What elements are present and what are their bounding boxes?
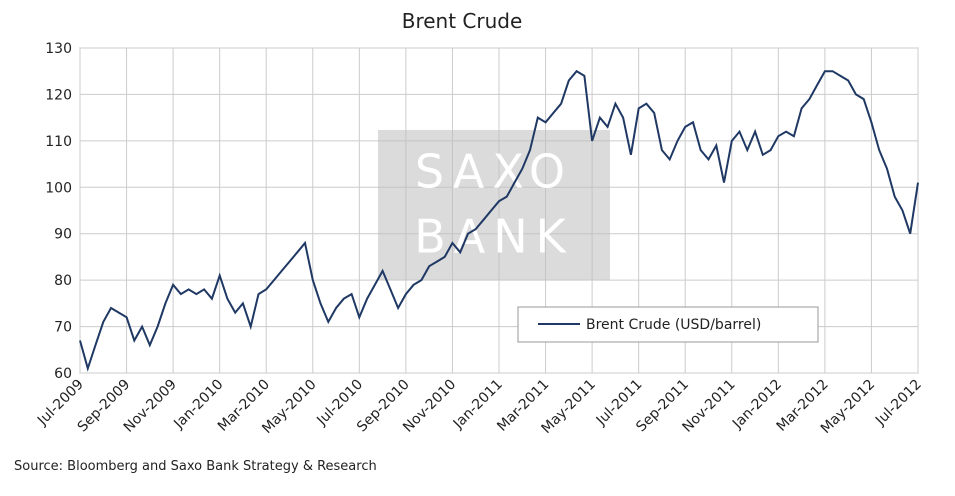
y-tick-label: 100 <box>45 180 72 196</box>
watermark: SAXO <box>415 145 573 199</box>
source: Source: Bloomberg and Saxo Bank Strategy… <box>14 459 377 474</box>
y-tick-label: 60 <box>54 366 72 382</box>
watermark: BANK <box>414 210 574 264</box>
y-tick-label: 80 <box>54 273 72 289</box>
y-tick-label: 110 <box>45 134 72 150</box>
y-tick-label: 90 <box>54 227 72 243</box>
y-tick-label: 120 <box>45 87 72 103</box>
legend-label: Brent Crude (USD/barrel) <box>586 317 761 333</box>
y-tick-label: 130 <box>45 41 72 57</box>
y-tick-label: 70 <box>54 320 72 336</box>
line <box>79 69 919 372</box>
x-tick-label: Jul-2012 <box>872 377 925 430</box>
chart-title: Brent Crude <box>402 9 523 33</box>
watermark-box <box>378 130 610 280</box>
